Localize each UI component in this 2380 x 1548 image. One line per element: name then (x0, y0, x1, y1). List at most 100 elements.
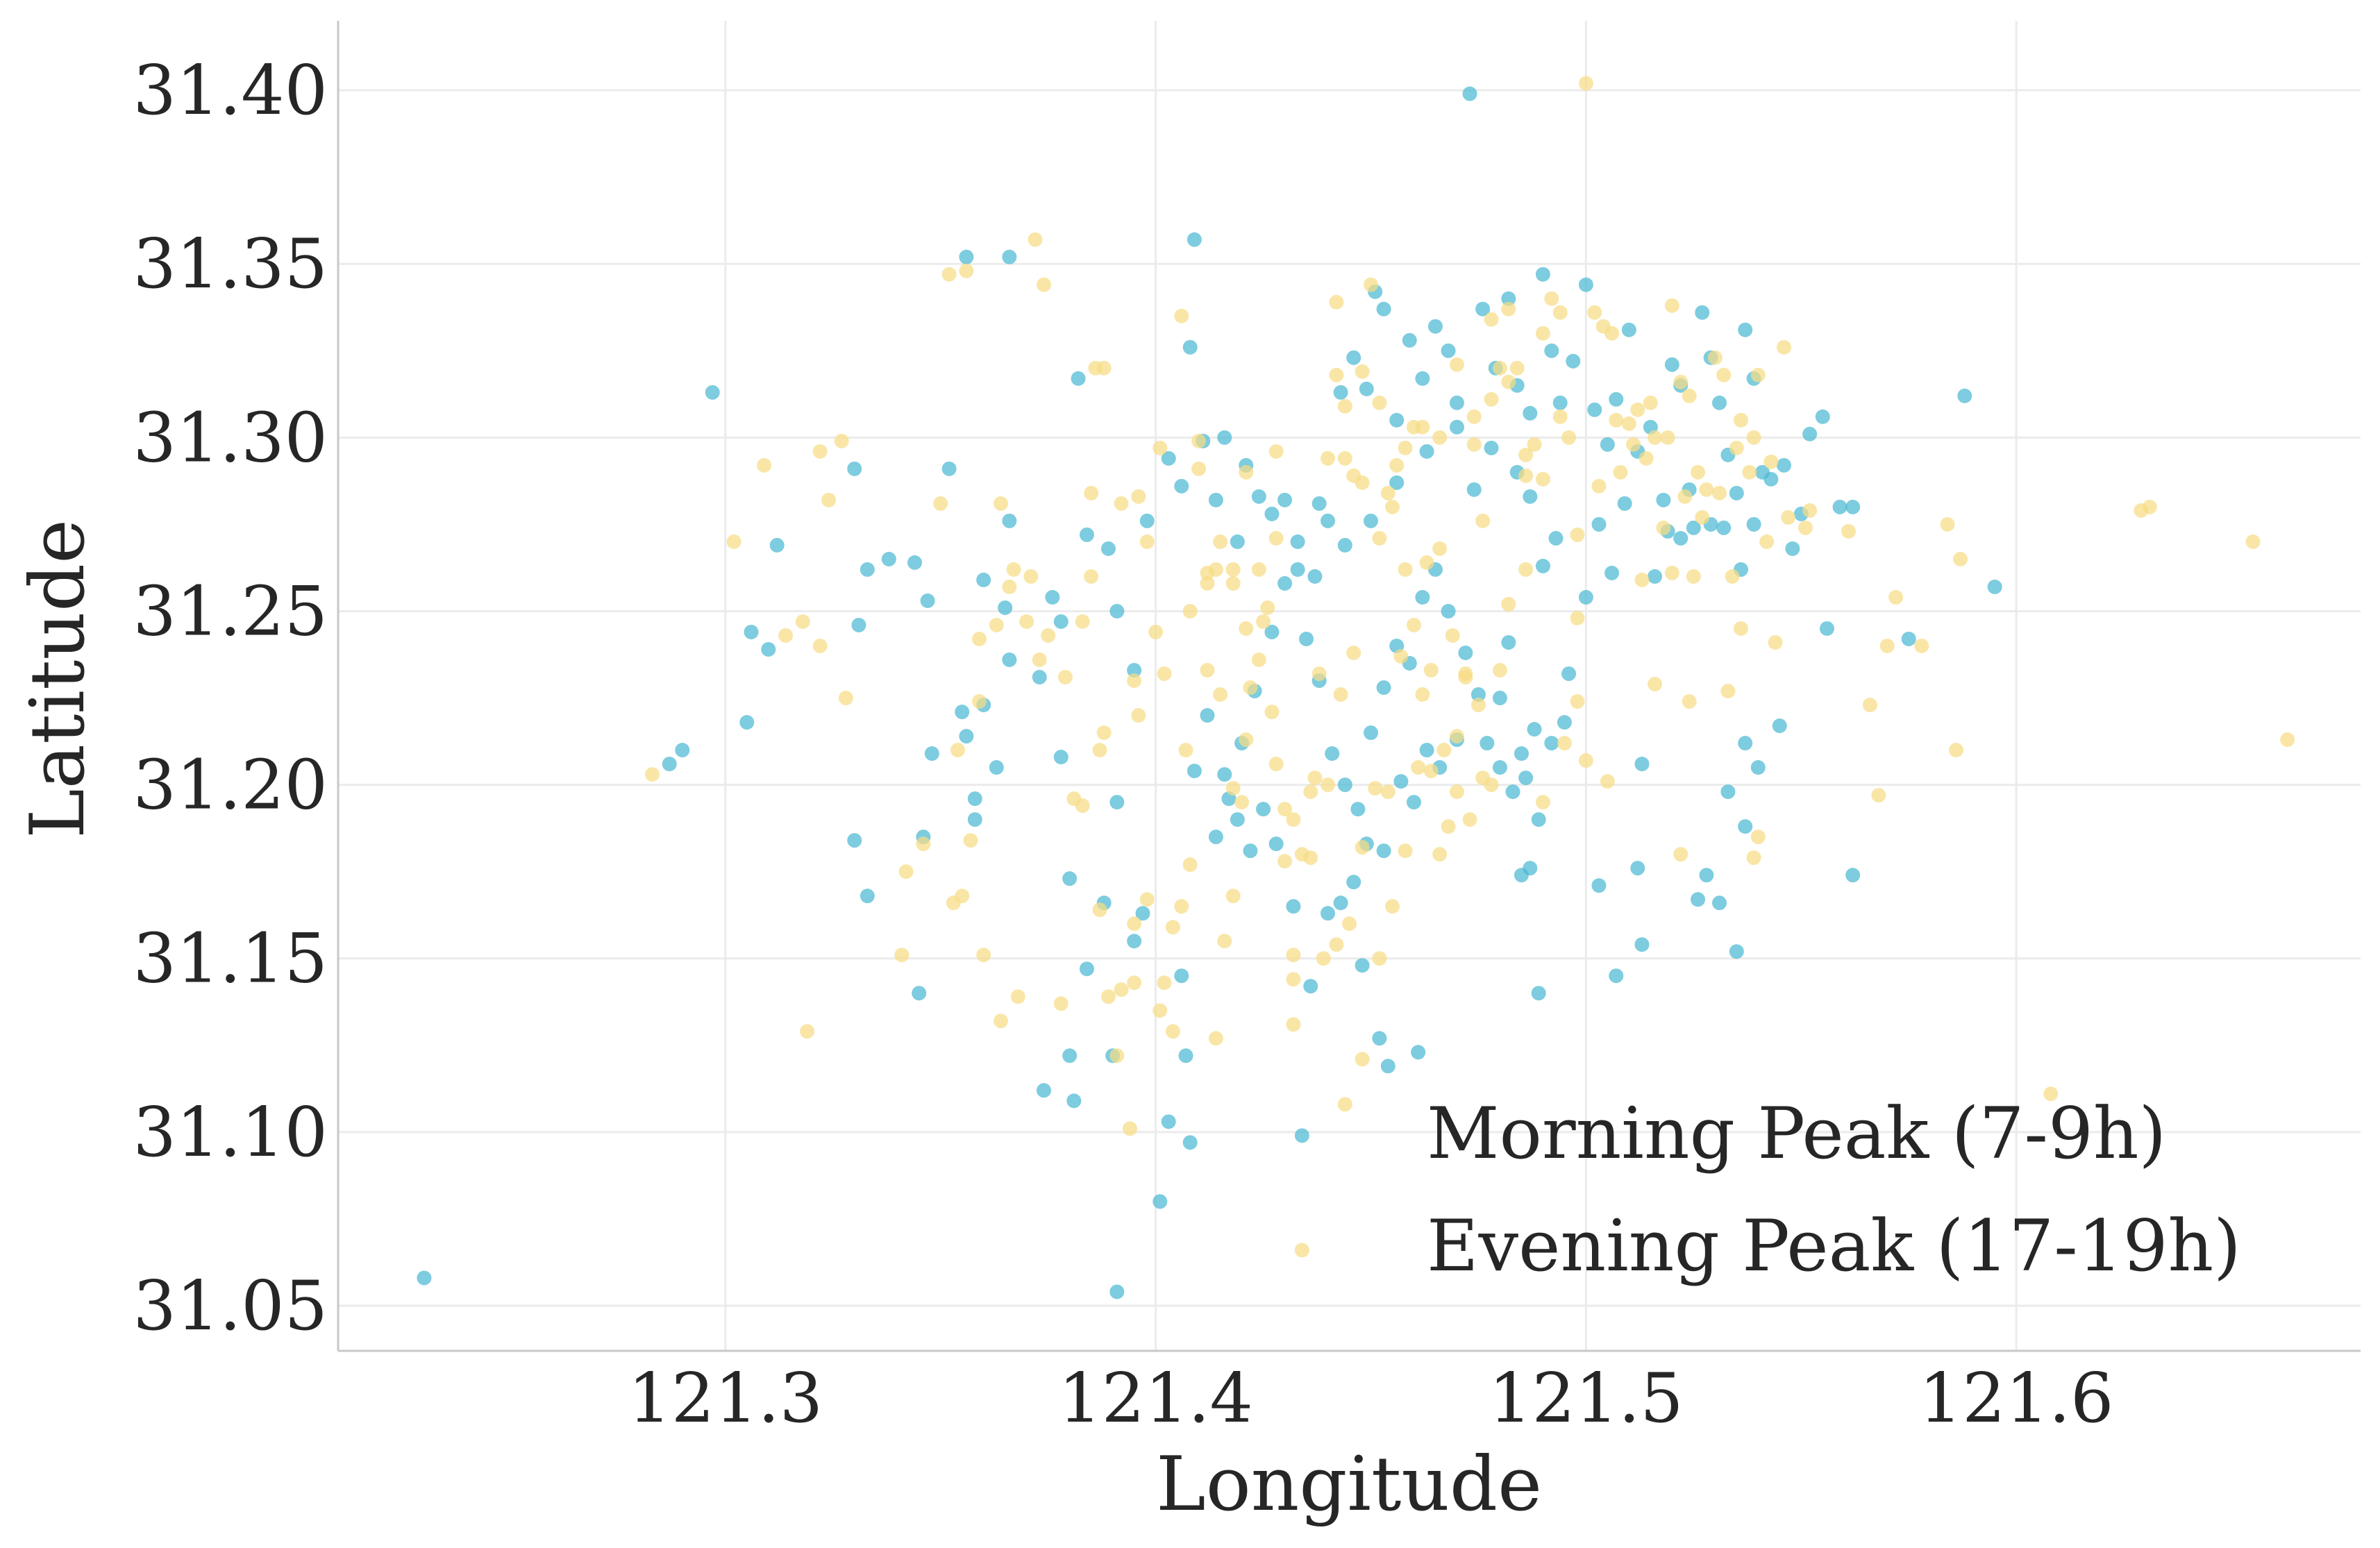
data-point (1505, 784, 1520, 800)
data-point (1901, 631, 1916, 646)
data-point (1518, 771, 1534, 786)
data-point (1127, 916, 1142, 932)
data-point (1570, 694, 1585, 709)
data-point (1677, 489, 1693, 504)
data-point (1165, 1024, 1180, 1039)
data-point (1630, 861, 1645, 876)
data-point (941, 267, 957, 282)
data-point (1462, 86, 1477, 101)
data-point (1411, 1045, 1426, 1060)
data-point (1432, 430, 1448, 445)
data-point (1734, 412, 1749, 428)
data-point (1139, 892, 1155, 907)
data-point (1686, 520, 1701, 535)
data-point (1750, 760, 1766, 775)
series-morning (417, 86, 2002, 1299)
data-point (1746, 516, 1761, 532)
data-point (1466, 409, 1482, 424)
data-point (1449, 784, 1464, 800)
data-point (761, 641, 776, 657)
data-point (1535, 326, 1550, 341)
data-point (1384, 499, 1400, 514)
data-point (1527, 437, 1542, 452)
data-point (1225, 889, 1241, 904)
data-point (1084, 569, 1099, 584)
data-point (1329, 937, 1344, 952)
data-point (1492, 691, 1507, 706)
data-point (1501, 634, 1516, 650)
data-point (1716, 520, 1732, 535)
data-point (1819, 621, 1834, 636)
data-point (1802, 503, 1818, 518)
data-point (1277, 575, 1293, 591)
data-point (1634, 572, 1650, 587)
data-point (924, 746, 939, 762)
data-point (1251, 652, 1266, 667)
data-point (1470, 687, 1486, 703)
data-point (1523, 405, 1538, 421)
data-point (941, 461, 957, 476)
data-point (1286, 1017, 1301, 1032)
data-point (1591, 478, 1607, 494)
data-point (1127, 934, 1142, 949)
data-point (1768, 634, 1783, 650)
data-point (1772, 718, 1787, 734)
data-point (1092, 743, 1107, 758)
data-point (976, 572, 991, 587)
data-point (1131, 489, 1146, 504)
data-point (1084, 485, 1099, 500)
data-point (1544, 736, 1559, 751)
data-point (1079, 527, 1094, 542)
data-point (1785, 541, 1800, 556)
data-point (1578, 753, 1593, 768)
data-point (1153, 1003, 1168, 1018)
data-point (1759, 534, 1775, 549)
data-point (1475, 513, 1491, 528)
data-point (1449, 357, 1464, 372)
data-point (959, 249, 974, 264)
data-point (1127, 673, 1142, 688)
data-point (757, 457, 772, 473)
data-point (976, 948, 991, 963)
data-point (1470, 698, 1486, 713)
data-point (1660, 430, 1675, 445)
legend-label-evening: Evening Peak (17-19h) (1427, 1205, 2241, 1288)
data-point (1888, 589, 1904, 605)
data-point (1010, 989, 1025, 1004)
data-point (1264, 506, 1280, 521)
data-point (1393, 774, 1409, 789)
data-point (1987, 579, 2002, 594)
data-point (1053, 750, 1069, 765)
data-point (912, 986, 927, 1001)
data-point (1480, 736, 1495, 751)
data-point (1535, 267, 1550, 282)
data-point (1036, 277, 1051, 292)
data-point (1109, 603, 1125, 619)
data-point (1286, 812, 1301, 827)
data-point (1501, 301, 1516, 317)
data-point (1699, 868, 1714, 883)
data-point (1763, 454, 1779, 469)
data-point (1139, 513, 1155, 528)
y-tick-label: 31.40 (133, 51, 328, 131)
data-point (644, 767, 660, 782)
data-point (1523, 489, 1538, 504)
data-point (662, 757, 677, 772)
data-point (1002, 249, 1017, 264)
data-point (1738, 322, 1753, 337)
data-point (1957, 388, 1972, 403)
data-point (1311, 496, 1327, 511)
data-point (1518, 468, 1534, 483)
data-point (1415, 371, 1430, 386)
data-point (1230, 534, 1245, 549)
data-point (1135, 906, 1150, 921)
data-point (1423, 662, 1439, 678)
y-tick-label: 31.25 (133, 572, 328, 651)
data-point (1174, 899, 1189, 914)
legend-label-morning: Morning Peak (7-9h) (1427, 1093, 2166, 1175)
data-point (1277, 492, 1293, 507)
data-point (1734, 621, 1749, 636)
data-point (1716, 367, 1732, 382)
data-point (1268, 757, 1284, 772)
data-point (812, 444, 828, 459)
